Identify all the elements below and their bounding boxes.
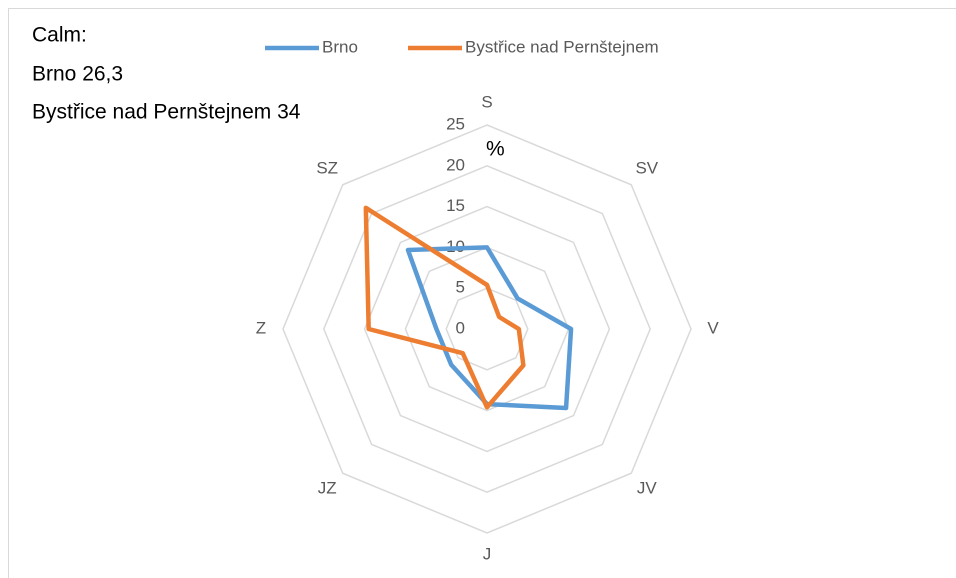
tick-label: 15 [446, 196, 465, 215]
category-label: SV [635, 159, 658, 178]
category-label: JZ [318, 478, 337, 497]
category-label: S [481, 92, 492, 111]
tick-label: 25 [446, 114, 465, 133]
annotation: Brno 26,3 [32, 63, 123, 86]
grid-line [445, 287, 529, 371]
grid-line [363, 205, 611, 453]
grid-line [404, 246, 570, 412]
category-label: Z [256, 318, 266, 337]
category-label: SZ [316, 159, 338, 178]
annotation: Bystřice nad Pernštejnem 34 [32, 101, 301, 124]
chart-border [8, 8, 956, 578]
tick-label: 5 [456, 278, 465, 297]
grid-line [282, 124, 692, 534]
category-label: JV [637, 478, 658, 497]
tick-label: 0 [456, 318, 465, 337]
series-line [363, 205, 526, 410]
annotation: Calm: [32, 24, 87, 47]
category-label: V [707, 318, 719, 337]
legend-label: Brno [322, 37, 358, 56]
category-label: J [483, 544, 492, 563]
grid-line [322, 164, 652, 494]
legend-label: Bystřice nad Pernštejnem [465, 37, 659, 56]
tick-label: 20 [446, 155, 465, 174]
axis-label: % [486, 138, 505, 161]
